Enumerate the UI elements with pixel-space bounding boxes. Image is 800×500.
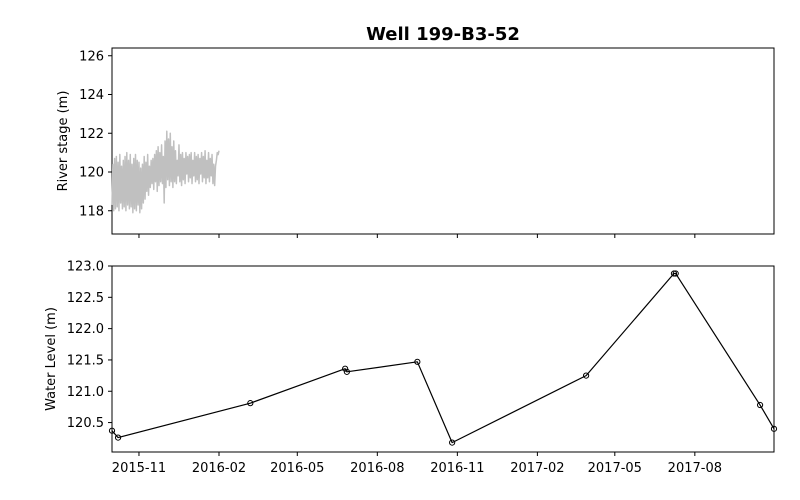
water-level-point [756,401,764,409]
y-tick-label: 122.0 [67,322,104,337]
y-tick-label: 124 [79,88,104,103]
water-level-point [670,270,678,277]
y-tick-label: 126 [79,49,104,64]
water-level-series [108,270,778,446]
river-stage-series [111,130,220,214]
y-tick-label: 122 [79,127,104,142]
water-level-point [770,425,778,432]
bottom-panel-ticks: 120.5 121.0 121.5 122.0 122.5 123.0 2015-11 201… [67,260,722,477]
bottom-panel: 120.5 121.0 121.5 122.0 122.5 123.0 2015-11 201… [44,260,778,477]
water-level-line [111,272,775,444]
y-tick-label: 122.5 [67,291,104,306]
y-tick-label: 120 [79,166,104,181]
y-tick-label: 123.0 [67,260,104,275]
y-tick-label: 121.5 [67,353,104,368]
water-level-point [449,439,456,446]
x-tick-label: 2017-05 [588,461,642,476]
top-panel: 118 120 122 124 126 River stage (m) [56,47,775,238]
chart-title: Well 199-B3-52 [366,24,520,45]
water-level-point [672,270,679,277]
x-tick-label: 2016-11 [430,461,484,476]
water-level-point [342,365,349,372]
y-tick-label: 121.0 [67,385,104,400]
x-tick-label: 2017-08 [668,461,722,476]
water-level-point [247,400,254,407]
x-tick-label: 2016-05 [270,461,324,476]
water-level-point [343,368,350,375]
x-tick-label: 2016-08 [350,461,404,476]
x-tick-label: 2015-11 [112,461,166,476]
top-panel-ticks: 118 120 122 124 126 [79,49,696,238]
y-tick-label: 120.5 [67,416,104,431]
top-panel-frame [111,47,775,235]
y-axis-label-river-stage: River stage (m) [56,91,71,192]
water-level-point [582,372,590,379]
y-axis-label-water-level: Water Level (m) [44,307,59,411]
x-tick-label: 2016-02 [192,461,246,476]
x-tick-label: 2017-02 [510,461,564,476]
water-level-point [414,358,421,365]
bottom-panel-frame [111,265,775,453]
y-tick-label: 118 [79,204,104,219]
river-stage-line [111,130,220,214]
water-level-point [108,427,116,434]
water-level-point [114,434,122,441]
